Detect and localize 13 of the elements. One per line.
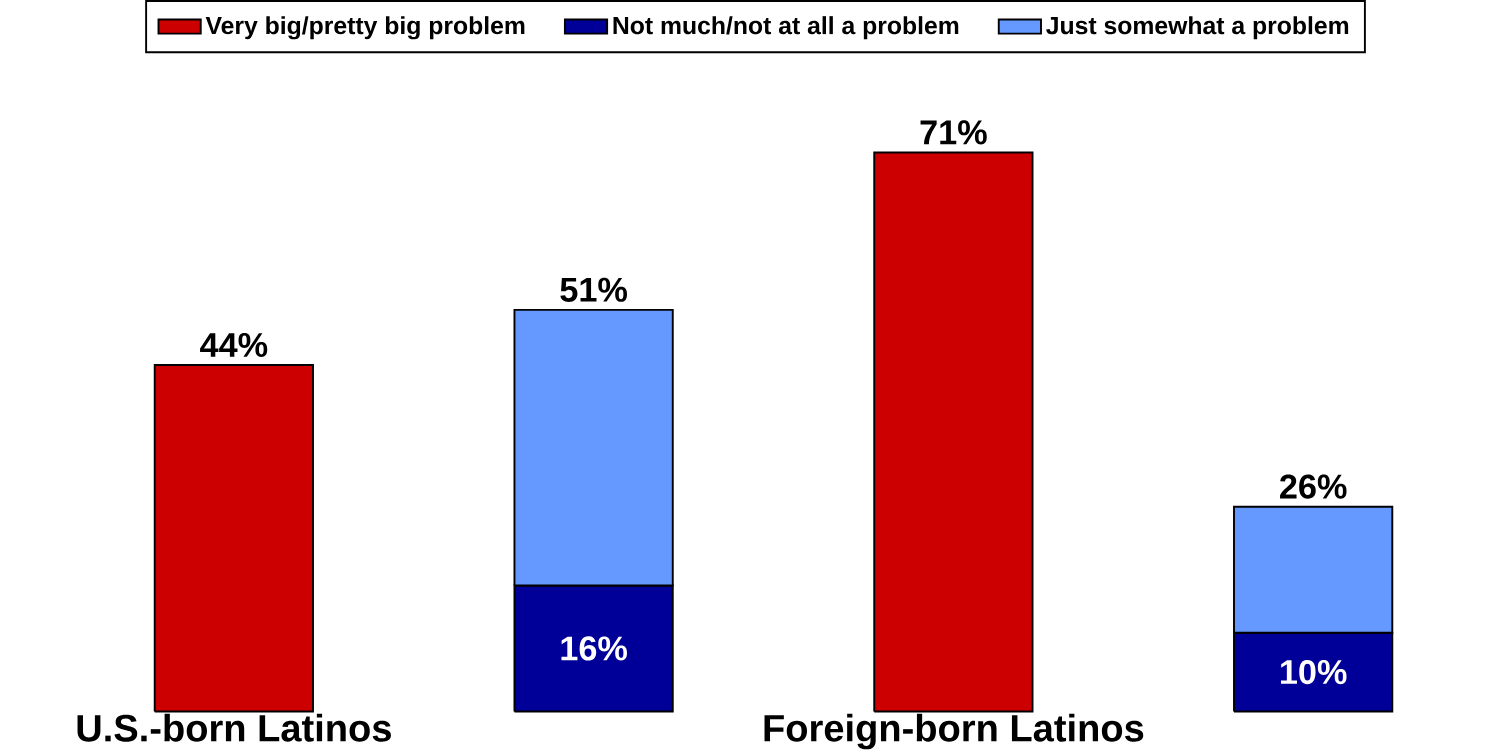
bar (153, 363, 314, 713)
x-tick-label: Foreign-born Latinos (764, 713, 1144, 750)
data-label: 10% (1281, 659, 1347, 685)
data-label: 71% (920, 120, 987, 145)
total-label: 26% (1280, 474, 1347, 499)
x-tick-label: U.S.-born Latinos (77, 713, 391, 742)
legend-label: Just somewhat a problem (1046, 16, 1349, 40)
legend-label: Very big/pretty big problem (205, 16, 525, 40)
data-label: 16% (561, 636, 627, 661)
data-label: 44% (200, 332, 268, 357)
legend-label: Not much/not at all a problem (613, 16, 959, 40)
total-label: 51% (560, 277, 627, 302)
bar (873, 151, 1034, 713)
